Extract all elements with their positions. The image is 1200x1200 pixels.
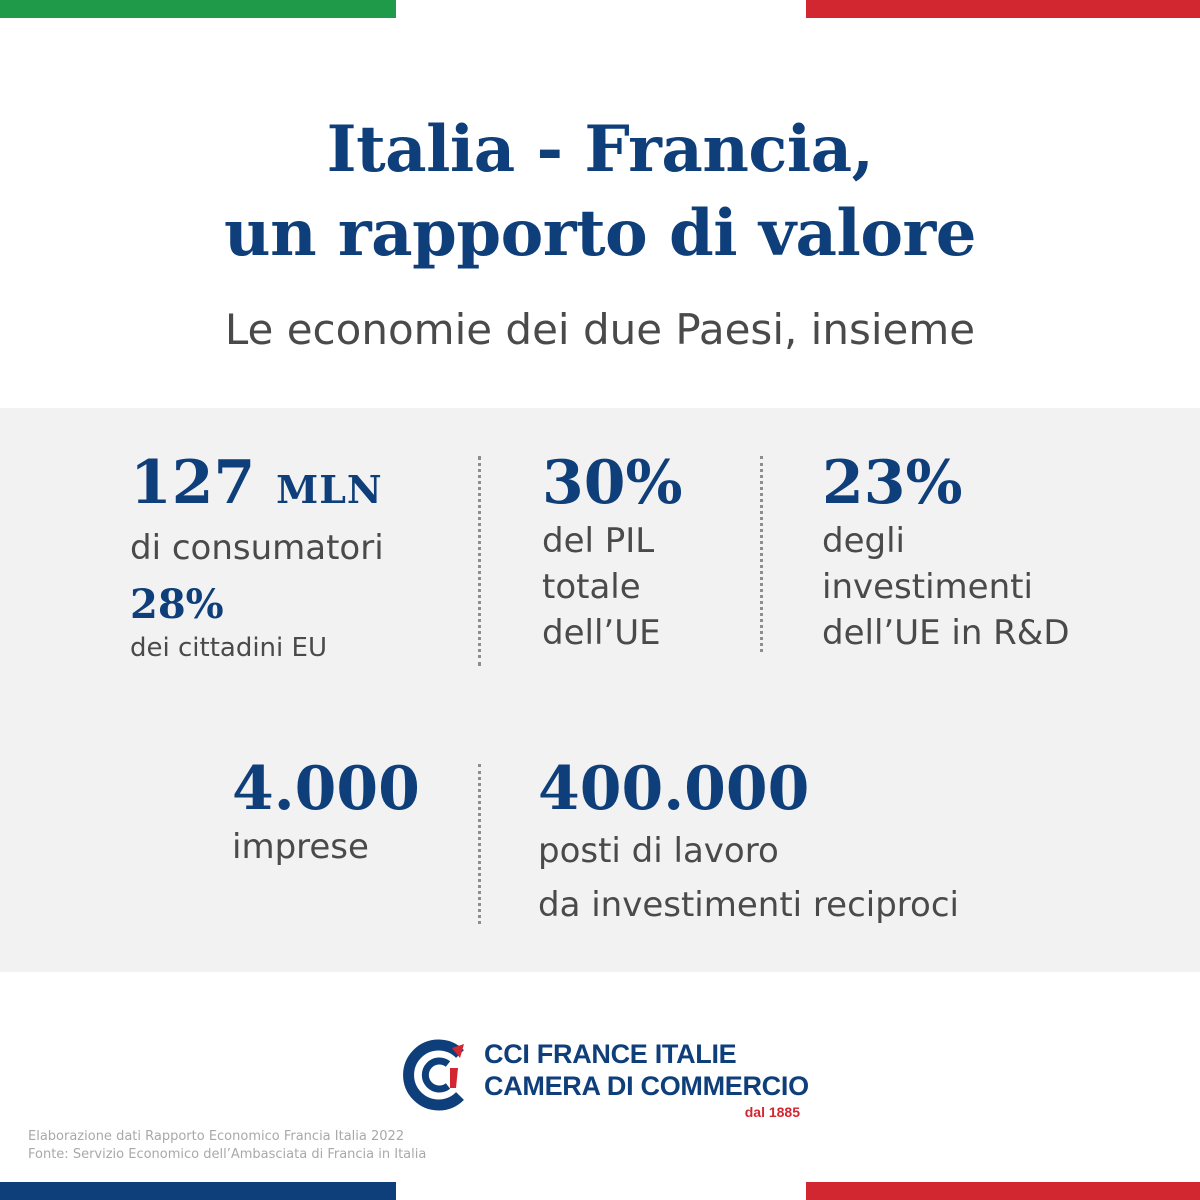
stat-investments: 23% degli investimenti dell’UE in R&D — [822, 448, 1070, 656]
footnote: Elaborazione dati Rapporto Economico Fra… — [28, 1128, 426, 1164]
stat-investments-label: degli investimenti dell’UE in R&D — [822, 518, 1070, 656]
separator-2 — [760, 456, 763, 652]
flag-stripe-blue — [0, 1182, 396, 1200]
flag-stripe-red-top — [806, 0, 1200, 18]
stat-gdp-label-2: totale — [542, 567, 641, 607]
page-subtitle: Le economie dei due Paesi, insieme — [224, 305, 976, 354]
stat-gdp-label-1: del PIL — [542, 521, 655, 561]
stat-investments-number: 23% — [822, 448, 963, 518]
stat-consumers-label: di consumatori — [130, 525, 384, 571]
cci-logo-text: CCI FRANCE ITALIE CAMERA DI COMMERCIO — [484, 1038, 809, 1102]
stat-gdp: 30% del PIL totale dell’UE — [542, 448, 683, 656]
stat-investments-label-3: dell’UE in R&D — [822, 613, 1070, 653]
title-line-1: Italia - Francia, — [326, 112, 874, 187]
stat-gdp-label-3: dell’UE — [542, 613, 661, 653]
title-line-2: un rapporto di valore — [224, 196, 976, 271]
cci-logo: CCI FRANCE ITALIE CAMERA DI COMMERCIO da… — [398, 1034, 809, 1122]
stat-jobs-label: posti di lavoro da investimenti reciproc… — [538, 824, 959, 932]
separator-3 — [478, 764, 481, 924]
logo-line-1: CCI FRANCE ITALIE — [484, 1039, 737, 1069]
stat-consumers-number: 127 MLN — [130, 448, 384, 525]
stat-investments-label-2: investimenti — [822, 567, 1033, 607]
stat-consumers-label-text: di consumatori — [130, 528, 384, 568]
stat-consumers-unit: MLN — [276, 467, 383, 512]
cci-logo-icon — [403, 1039, 464, 1111]
flag-stripe-green — [0, 0, 396, 18]
stat-citizens-label-text: dei cittadini EU — [130, 633, 327, 663]
stat-consumers: 127 MLN di consumatori 28% dei cittadini… — [130, 448, 384, 665]
stat-companies: 4.000 imprese — [232, 754, 420, 870]
logo-since: dal 1885 — [744, 1104, 800, 1120]
footnote-line-1: Elaborazione dati Rapporto Economico Fra… — [28, 1129, 405, 1144]
flag-stripe-red-bottom — [806, 1182, 1200, 1200]
stat-jobs-label-2: da investimenti reciproci — [538, 885, 959, 925]
stat-citizens-number: 28% — [130, 581, 224, 628]
stat-consumers-value: 127 — [130, 448, 256, 518]
logo-line-2: CAMERA DI COMMERCIO — [484, 1071, 809, 1101]
page-title: Italia - Francia, un rapporto di valore — [0, 108, 1200, 276]
stat-citizens-label: dei cittadini EU — [130, 631, 384, 665]
stat-jobs-number: 400.000 — [538, 754, 810, 824]
stat-investments-label-1: degli — [822, 521, 905, 561]
stats-panel: 127 MLN di consumatori 28% dei cittadini… — [0, 408, 1200, 972]
footnote-line-2: Fonte: Servizio Economico dell’Ambasciat… — [28, 1147, 427, 1162]
stat-gdp-label: del PIL totale dell’UE — [542, 518, 683, 656]
stat-companies-label: imprese — [232, 824, 420, 870]
stat-jobs-label-1: posti di lavoro — [538, 831, 779, 871]
separator-1 — [478, 456, 481, 666]
stat-companies-number: 4.000 — [232, 754, 420, 824]
stat-jobs: 400.000 posti di lavoro da investimenti … — [538, 754, 959, 932]
stat-gdp-number: 30% — [542, 448, 683, 518]
stat-companies-label-text: imprese — [232, 827, 369, 867]
